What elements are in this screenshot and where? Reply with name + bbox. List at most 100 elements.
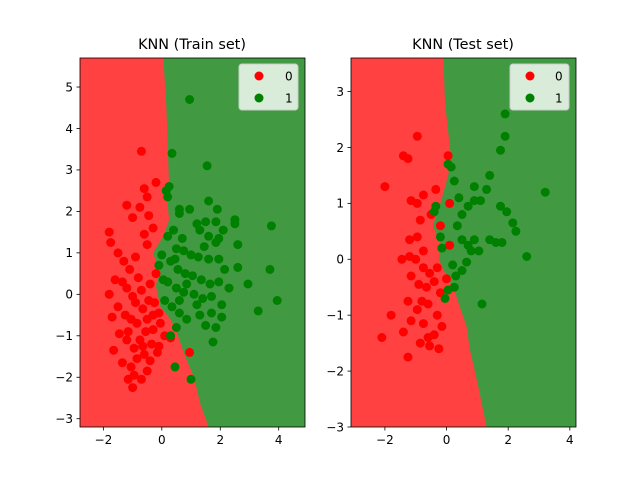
data-point-class-1 bbox=[201, 320, 211, 330]
data-point-class-1 bbox=[182, 279, 192, 289]
data-point-class-0 bbox=[147, 339, 157, 349]
data-point-class-1 bbox=[457, 210, 467, 219]
legend-label-class-0: 0 bbox=[285, 70, 293, 84]
data-point-class-1 bbox=[173, 264, 183, 274]
data-point-class-0 bbox=[445, 240, 455, 250]
data-point-class-1 bbox=[457, 235, 467, 245]
data-point-class-1 bbox=[224, 283, 234, 293]
data-point-class-1 bbox=[485, 170, 495, 180]
data-point-class-1 bbox=[170, 254, 180, 264]
data-point-class-1 bbox=[446, 162, 456, 172]
data-point-class-1 bbox=[463, 201, 473, 211]
data-point-class-0 bbox=[377, 333, 387, 342]
data-point-class-0 bbox=[145, 356, 155, 366]
data-point-class-1 bbox=[195, 310, 205, 320]
y-tick-label: 1 bbox=[336, 197, 344, 211]
test-set-panel: KNN (Test set) −2 0 2 4 −3 −2 −1 0 1 2 3 0 1 bbox=[326, 37, 577, 447]
data-point-class-1 bbox=[167, 148, 177, 158]
data-point-class-0 bbox=[119, 256, 129, 266]
data-point-class-1 bbox=[211, 217, 221, 227]
data-point-class-0 bbox=[138, 341, 148, 351]
data-point-class-1 bbox=[198, 294, 208, 303]
data-point-class-0 bbox=[434, 344, 444, 354]
data-point-class-0 bbox=[131, 298, 140, 308]
data-point-class-1 bbox=[477, 299, 487, 309]
data-point-class-0 bbox=[141, 327, 151, 337]
legend-marker-class-0 bbox=[254, 71, 264, 81]
data-point-class-0 bbox=[423, 299, 433, 309]
data-point-class-1 bbox=[440, 293, 450, 303]
data-point-class-0 bbox=[142, 314, 152, 324]
data-point-class-1 bbox=[522, 252, 532, 261]
y-tick-label: 2 bbox=[65, 205, 73, 219]
y-tick-label: 0 bbox=[336, 253, 344, 267]
data-point-class-1 bbox=[243, 279, 253, 289]
data-point-class-0 bbox=[185, 347, 195, 357]
data-point-class-1 bbox=[186, 250, 196, 260]
data-point-class-0 bbox=[133, 273, 143, 283]
data-point-class-0 bbox=[142, 366, 152, 376]
data-point-class-1 bbox=[476, 196, 485, 206]
y-tick-label: 4 bbox=[65, 122, 73, 136]
data-point-class-1 bbox=[469, 235, 479, 245]
data-point-class-1 bbox=[169, 225, 178, 235]
data-point-class-1 bbox=[466, 246, 476, 256]
data-point-class-0 bbox=[148, 325, 158, 335]
data-point-class-1 bbox=[496, 145, 505, 155]
data-point-class-1 bbox=[171, 244, 181, 254]
data-point-class-0 bbox=[129, 343, 139, 353]
data-point-class-1 bbox=[511, 226, 521, 236]
data-point-class-1 bbox=[204, 254, 214, 264]
data-point-class-1 bbox=[540, 187, 550, 197]
data-point-class-0 bbox=[135, 202, 145, 212]
data-point-class-0 bbox=[154, 308, 164, 318]
data-point-class-0 bbox=[122, 335, 132, 345]
data-point-class-1 bbox=[462, 257, 472, 267]
data-point-class-0 bbox=[412, 305, 422, 315]
data-point-class-0 bbox=[113, 302, 123, 312]
data-point-class-1 bbox=[182, 314, 192, 324]
data-point-class-1 bbox=[189, 289, 199, 299]
data-point-class-1 bbox=[214, 254, 224, 264]
chart-title-test: KNN (Test set) bbox=[412, 37, 514, 53]
data-point-class-0 bbox=[155, 318, 165, 328]
data-point-class-1 bbox=[204, 196, 214, 206]
data-point-class-1 bbox=[171, 323, 181, 332]
data-point-class-0 bbox=[139, 184, 149, 194]
data-point-class-0 bbox=[104, 227, 114, 237]
data-point-class-0 bbox=[122, 283, 132, 293]
data-point-class-1 bbox=[233, 240, 243, 250]
data-point-class-0 bbox=[132, 354, 142, 364]
data-point-class-0 bbox=[131, 252, 140, 262]
data-point-class-0 bbox=[132, 318, 142, 328]
data-point-class-1 bbox=[212, 204, 222, 214]
data-point-class-0 bbox=[429, 277, 439, 287]
data-point-class-1 bbox=[170, 362, 180, 372]
data-point-class-0 bbox=[151, 269, 161, 279]
data-point-class-0 bbox=[418, 246, 428, 256]
data-point-class-0 bbox=[136, 146, 146, 156]
data-point-class-1 bbox=[163, 231, 173, 241]
data-point-class-0 bbox=[117, 358, 127, 368]
data-point-class-0 bbox=[445, 198, 455, 208]
data-point-class-0 bbox=[432, 263, 442, 273]
data-point-class-1 bbox=[205, 279, 215, 289]
data-point-class-1 bbox=[174, 296, 184, 305]
data-point-class-0 bbox=[412, 232, 422, 242]
data-point-class-0 bbox=[113, 248, 123, 258]
data-point-class-0 bbox=[136, 374, 146, 384]
data-point-class-1 bbox=[157, 250, 167, 260]
data-point-class-0 bbox=[386, 310, 396, 320]
y-tick-label: 1 bbox=[65, 246, 73, 260]
data-point-class-1 bbox=[192, 219, 202, 229]
data-point-class-1 bbox=[220, 264, 230, 274]
data-point-class-1 bbox=[508, 218, 518, 228]
data-point-class-1 bbox=[204, 231, 214, 241]
y-tick-label: 2 bbox=[336, 141, 344, 155]
data-point-class-1 bbox=[207, 291, 216, 301]
train-plot-area: −2 0 2 4 −3 −2 −1 0 1 2 3 4 5 bbox=[55, 57, 306, 447]
data-point-class-0 bbox=[398, 327, 408, 337]
y-tick-label: −1 bbox=[326, 308, 344, 322]
data-point-class-0 bbox=[406, 196, 416, 206]
x-tick-label: 0 bbox=[443, 433, 451, 447]
